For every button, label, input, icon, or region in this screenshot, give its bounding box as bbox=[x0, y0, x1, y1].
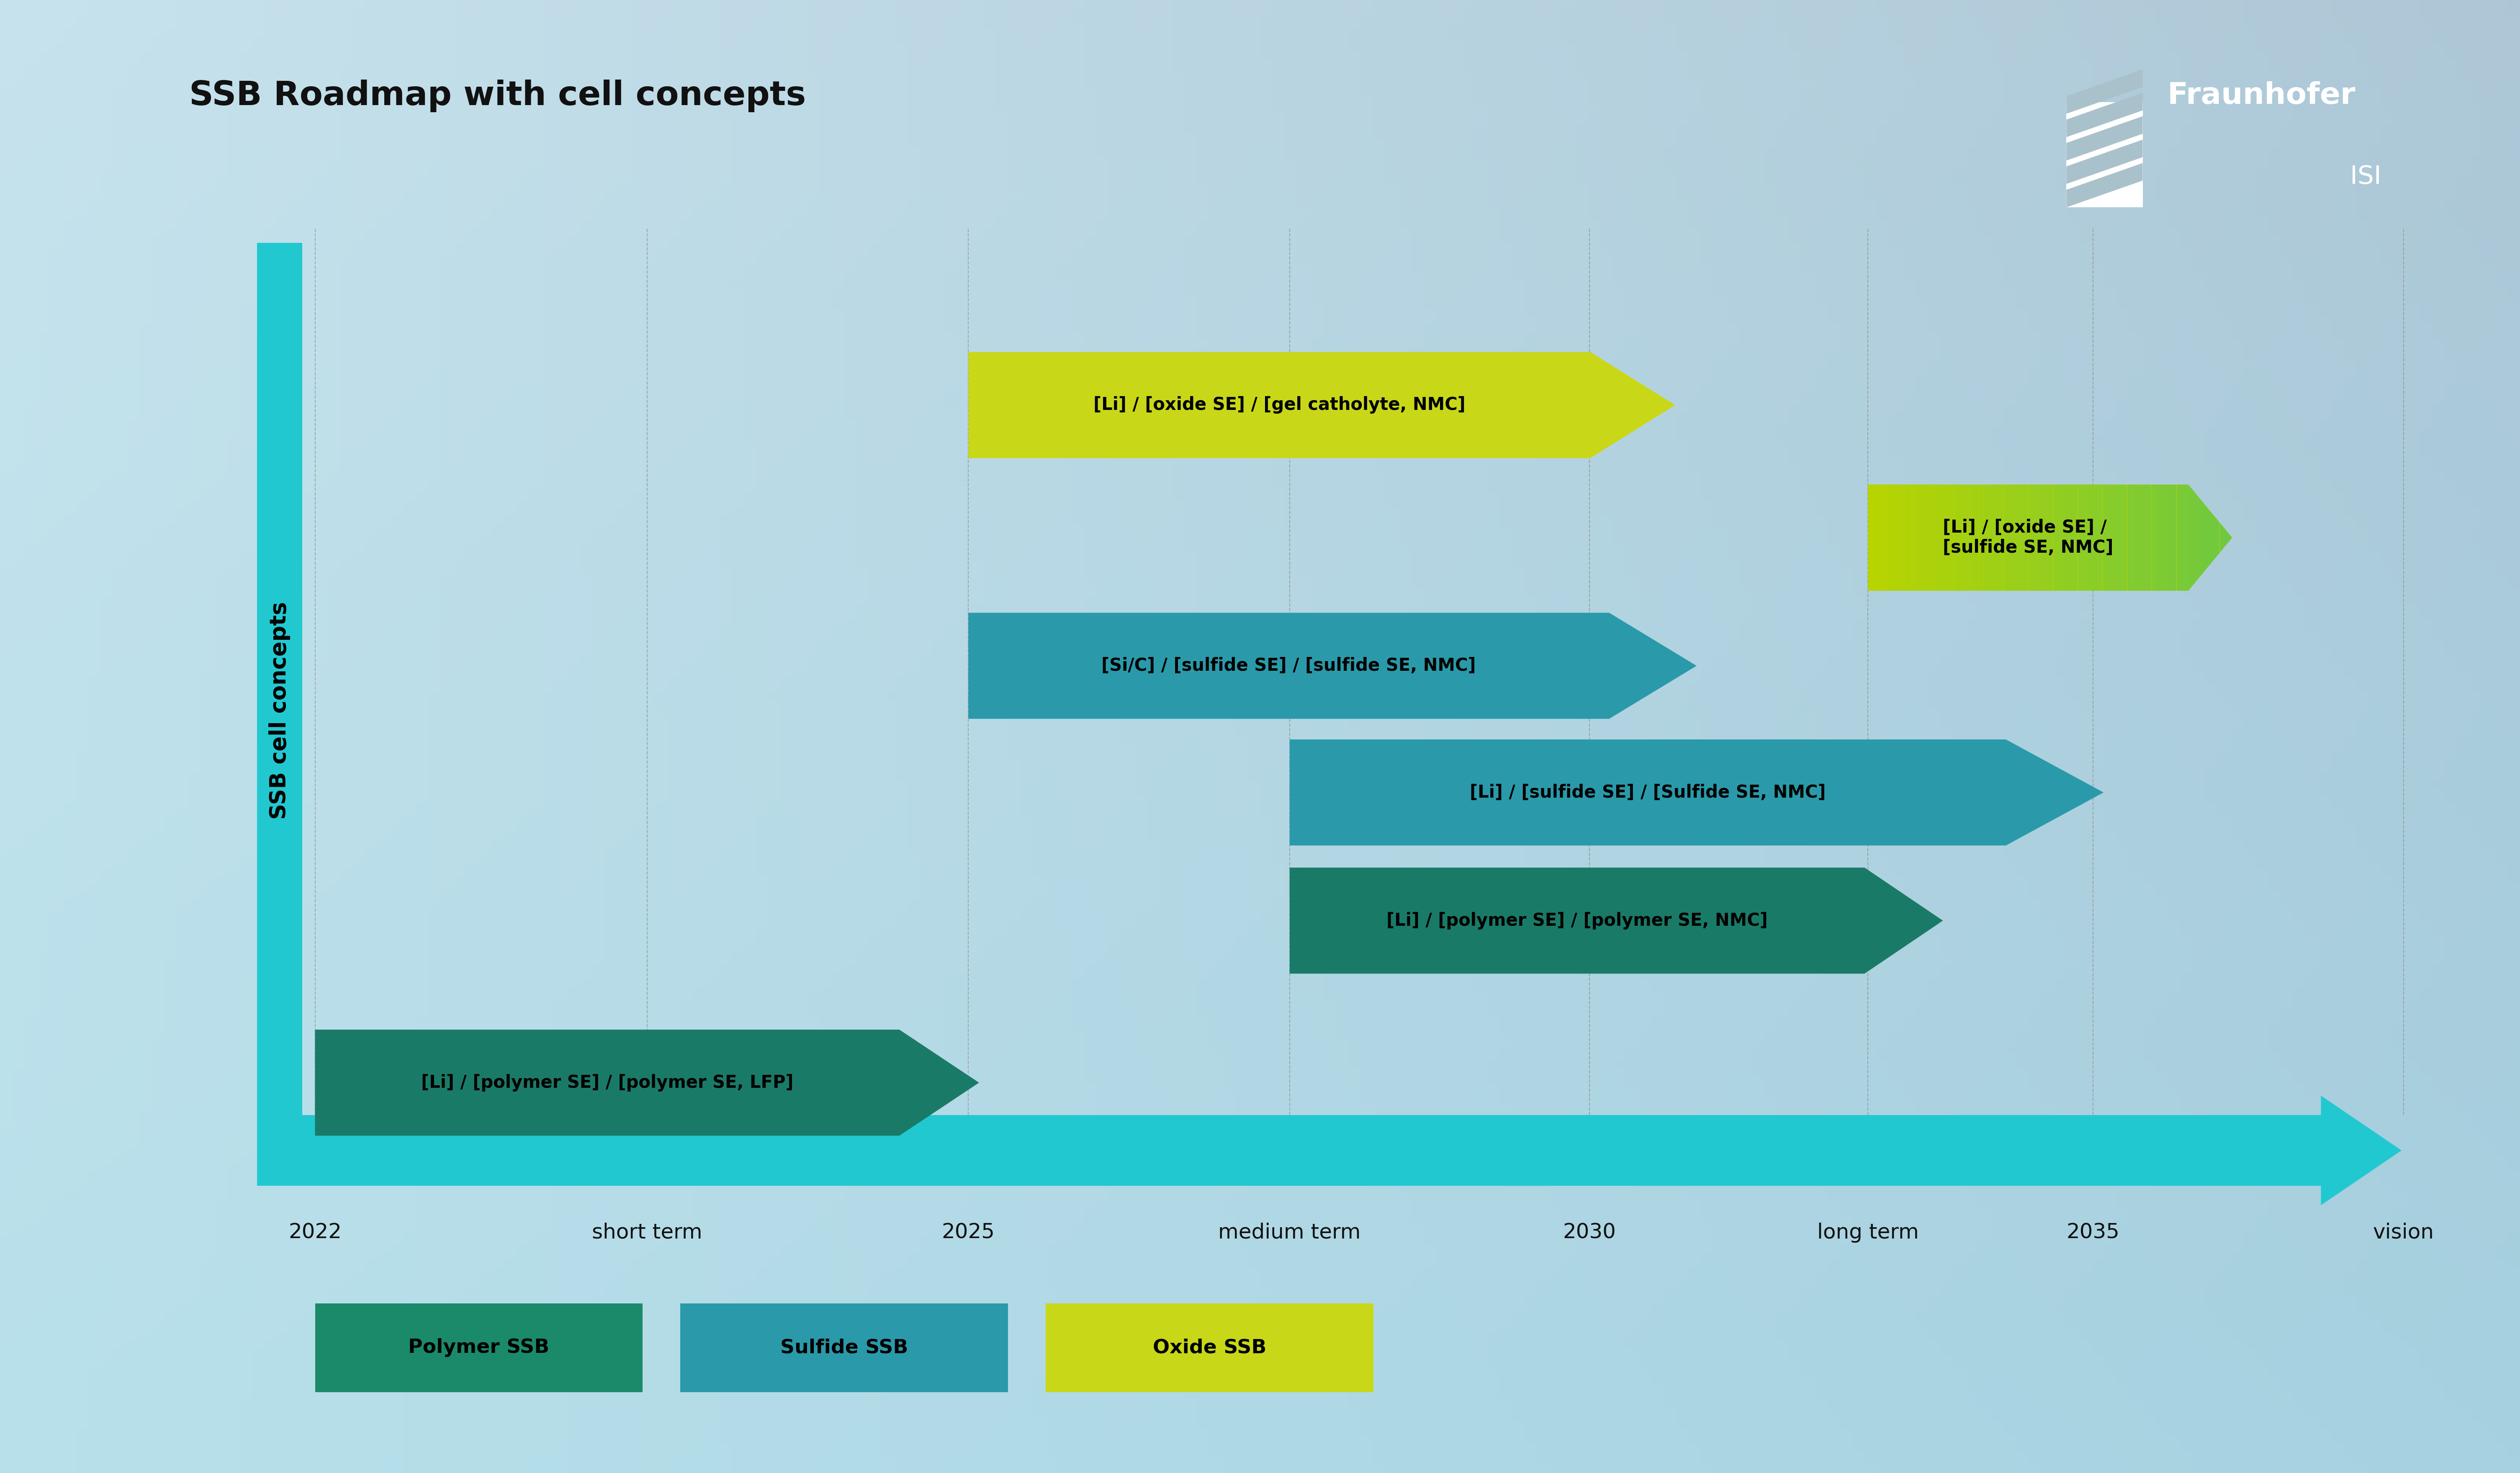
Text: [Si/C] / [sulfide SE] / [sulfide SE, NMC]: [Si/C] / [sulfide SE] / [sulfide SE, NMC… bbox=[1101, 657, 1477, 675]
Text: SSB cell concepts: SSB cell concepts bbox=[270, 602, 290, 819]
Bar bbox=[2122, 485, 2127, 591]
Bar bbox=[2170, 485, 2177, 591]
Bar bbox=[2016, 485, 2021, 591]
Bar bbox=[1923, 485, 1930, 591]
FancyBboxPatch shape bbox=[315, 1304, 643, 1392]
Text: SSB Roadmap with cell concepts: SSB Roadmap with cell concepts bbox=[189, 80, 806, 112]
Bar bbox=[1910, 485, 1918, 591]
Bar bbox=[2139, 485, 2145, 591]
Bar bbox=[2003, 485, 2011, 591]
Bar bbox=[2225, 485, 2233, 591]
Polygon shape bbox=[1867, 485, 2233, 591]
Bar bbox=[2145, 485, 2152, 591]
Bar bbox=[2202, 485, 2208, 591]
Polygon shape bbox=[2066, 164, 2142, 208]
Text: [Li] / [oxide SE] / [gel catholyte, NMC]: [Li] / [oxide SE] / [gel catholyte, NMC] bbox=[1094, 396, 1464, 414]
Bar bbox=[2127, 485, 2134, 591]
Bar bbox=[2046, 485, 2054, 591]
FancyArrow shape bbox=[257, 1096, 2402, 1205]
Bar bbox=[1956, 485, 1961, 591]
Bar bbox=[1875, 485, 1880, 591]
Bar bbox=[2029, 485, 2034, 591]
Bar bbox=[1867, 485, 1875, 591]
Bar bbox=[1998, 485, 2003, 591]
FancyBboxPatch shape bbox=[680, 1304, 1008, 1392]
Bar bbox=[1893, 485, 1898, 591]
Text: [Li] / [polymer SE] / [polymer SE, NMC]: [Li] / [polymer SE] / [polymer SE, NMC] bbox=[1386, 912, 1767, 929]
Text: vision: vision bbox=[2374, 1223, 2434, 1243]
Bar bbox=[1991, 485, 1998, 591]
Bar bbox=[2182, 485, 2190, 591]
Bar bbox=[1918, 485, 1923, 591]
Bar bbox=[2213, 485, 2220, 591]
Text: Sulfide SSB: Sulfide SSB bbox=[781, 1339, 907, 1357]
Bar bbox=[1943, 485, 1948, 591]
Bar bbox=[2041, 485, 2046, 591]
Bar bbox=[1978, 485, 1986, 591]
Bar bbox=[2109, 485, 2114, 591]
Bar bbox=[1898, 485, 1905, 591]
Bar bbox=[2079, 485, 2084, 591]
Bar bbox=[1973, 485, 1978, 591]
Text: Oxide SSB: Oxide SSB bbox=[1152, 1339, 1268, 1357]
Polygon shape bbox=[1290, 739, 2104, 846]
Bar bbox=[2011, 485, 2016, 591]
Polygon shape bbox=[2066, 69, 2142, 113]
Bar bbox=[2066, 485, 2071, 591]
Polygon shape bbox=[1290, 868, 1943, 974]
Text: 2030: 2030 bbox=[1562, 1223, 1615, 1243]
Bar bbox=[1930, 485, 1935, 591]
FancyBboxPatch shape bbox=[1046, 1304, 1373, 1392]
Bar bbox=[2089, 485, 2097, 591]
Bar bbox=[2152, 485, 2157, 591]
Bar bbox=[2084, 485, 2089, 591]
Bar bbox=[1966, 485, 1973, 591]
Bar bbox=[2054, 485, 2059, 591]
Bar bbox=[2059, 485, 2066, 591]
Bar bbox=[2102, 485, 2109, 591]
Polygon shape bbox=[2066, 116, 2142, 161]
Text: long term: long term bbox=[1817, 1223, 1918, 1243]
Text: Polymer SSB: Polymer SSB bbox=[408, 1339, 549, 1357]
Text: Fraunhofer: Fraunhofer bbox=[2167, 81, 2356, 110]
Bar bbox=[2190, 485, 2195, 591]
Bar bbox=[2021, 485, 2029, 591]
Text: [Li] / [sulfide SE] / [Sulfide SE, NMC]: [Li] / [sulfide SE] / [Sulfide SE, NMC] bbox=[1469, 784, 1827, 801]
Text: medium term: medium term bbox=[1217, 1223, 1361, 1243]
Bar bbox=[2177, 485, 2182, 591]
Polygon shape bbox=[315, 1030, 978, 1136]
Text: ISI: ISI bbox=[2351, 165, 2381, 189]
Bar bbox=[1880, 485, 1887, 591]
Text: 2035: 2035 bbox=[2066, 1223, 2119, 1243]
Bar bbox=[2208, 485, 2213, 591]
Bar bbox=[2034, 485, 2041, 591]
Bar bbox=[1905, 485, 1910, 591]
Text: short term: short term bbox=[592, 1223, 703, 1243]
Text: [Li] / [oxide SE] /
[sulfide SE, NMC]: [Li] / [oxide SE] / [sulfide SE, NMC] bbox=[1943, 518, 2114, 557]
Bar bbox=[2220, 485, 2225, 591]
FancyBboxPatch shape bbox=[257, 243, 302, 1178]
Bar bbox=[1986, 485, 1991, 591]
Bar bbox=[1935, 485, 1943, 591]
Bar bbox=[1887, 485, 1893, 591]
Text: 2025: 2025 bbox=[942, 1223, 995, 1243]
Text: 2022: 2022 bbox=[287, 1223, 343, 1243]
Bar bbox=[2157, 485, 2165, 591]
Polygon shape bbox=[2066, 93, 2142, 137]
Bar bbox=[2097, 485, 2102, 591]
Bar bbox=[2195, 485, 2200, 591]
Polygon shape bbox=[968, 352, 1676, 458]
Bar bbox=[1948, 485, 1953, 591]
Polygon shape bbox=[2066, 140, 2142, 184]
Polygon shape bbox=[968, 613, 1696, 719]
FancyBboxPatch shape bbox=[2066, 102, 2142, 208]
Bar bbox=[2134, 485, 2139, 591]
Bar bbox=[2071, 485, 2076, 591]
Bar bbox=[1961, 485, 1966, 591]
Bar bbox=[2114, 485, 2122, 591]
Bar bbox=[2165, 485, 2170, 591]
Text: [Li] / [polymer SE] / [polymer SE, LFP]: [Li] / [polymer SE] / [polymer SE, LFP] bbox=[421, 1074, 794, 1091]
Bar bbox=[2233, 485, 2238, 591]
